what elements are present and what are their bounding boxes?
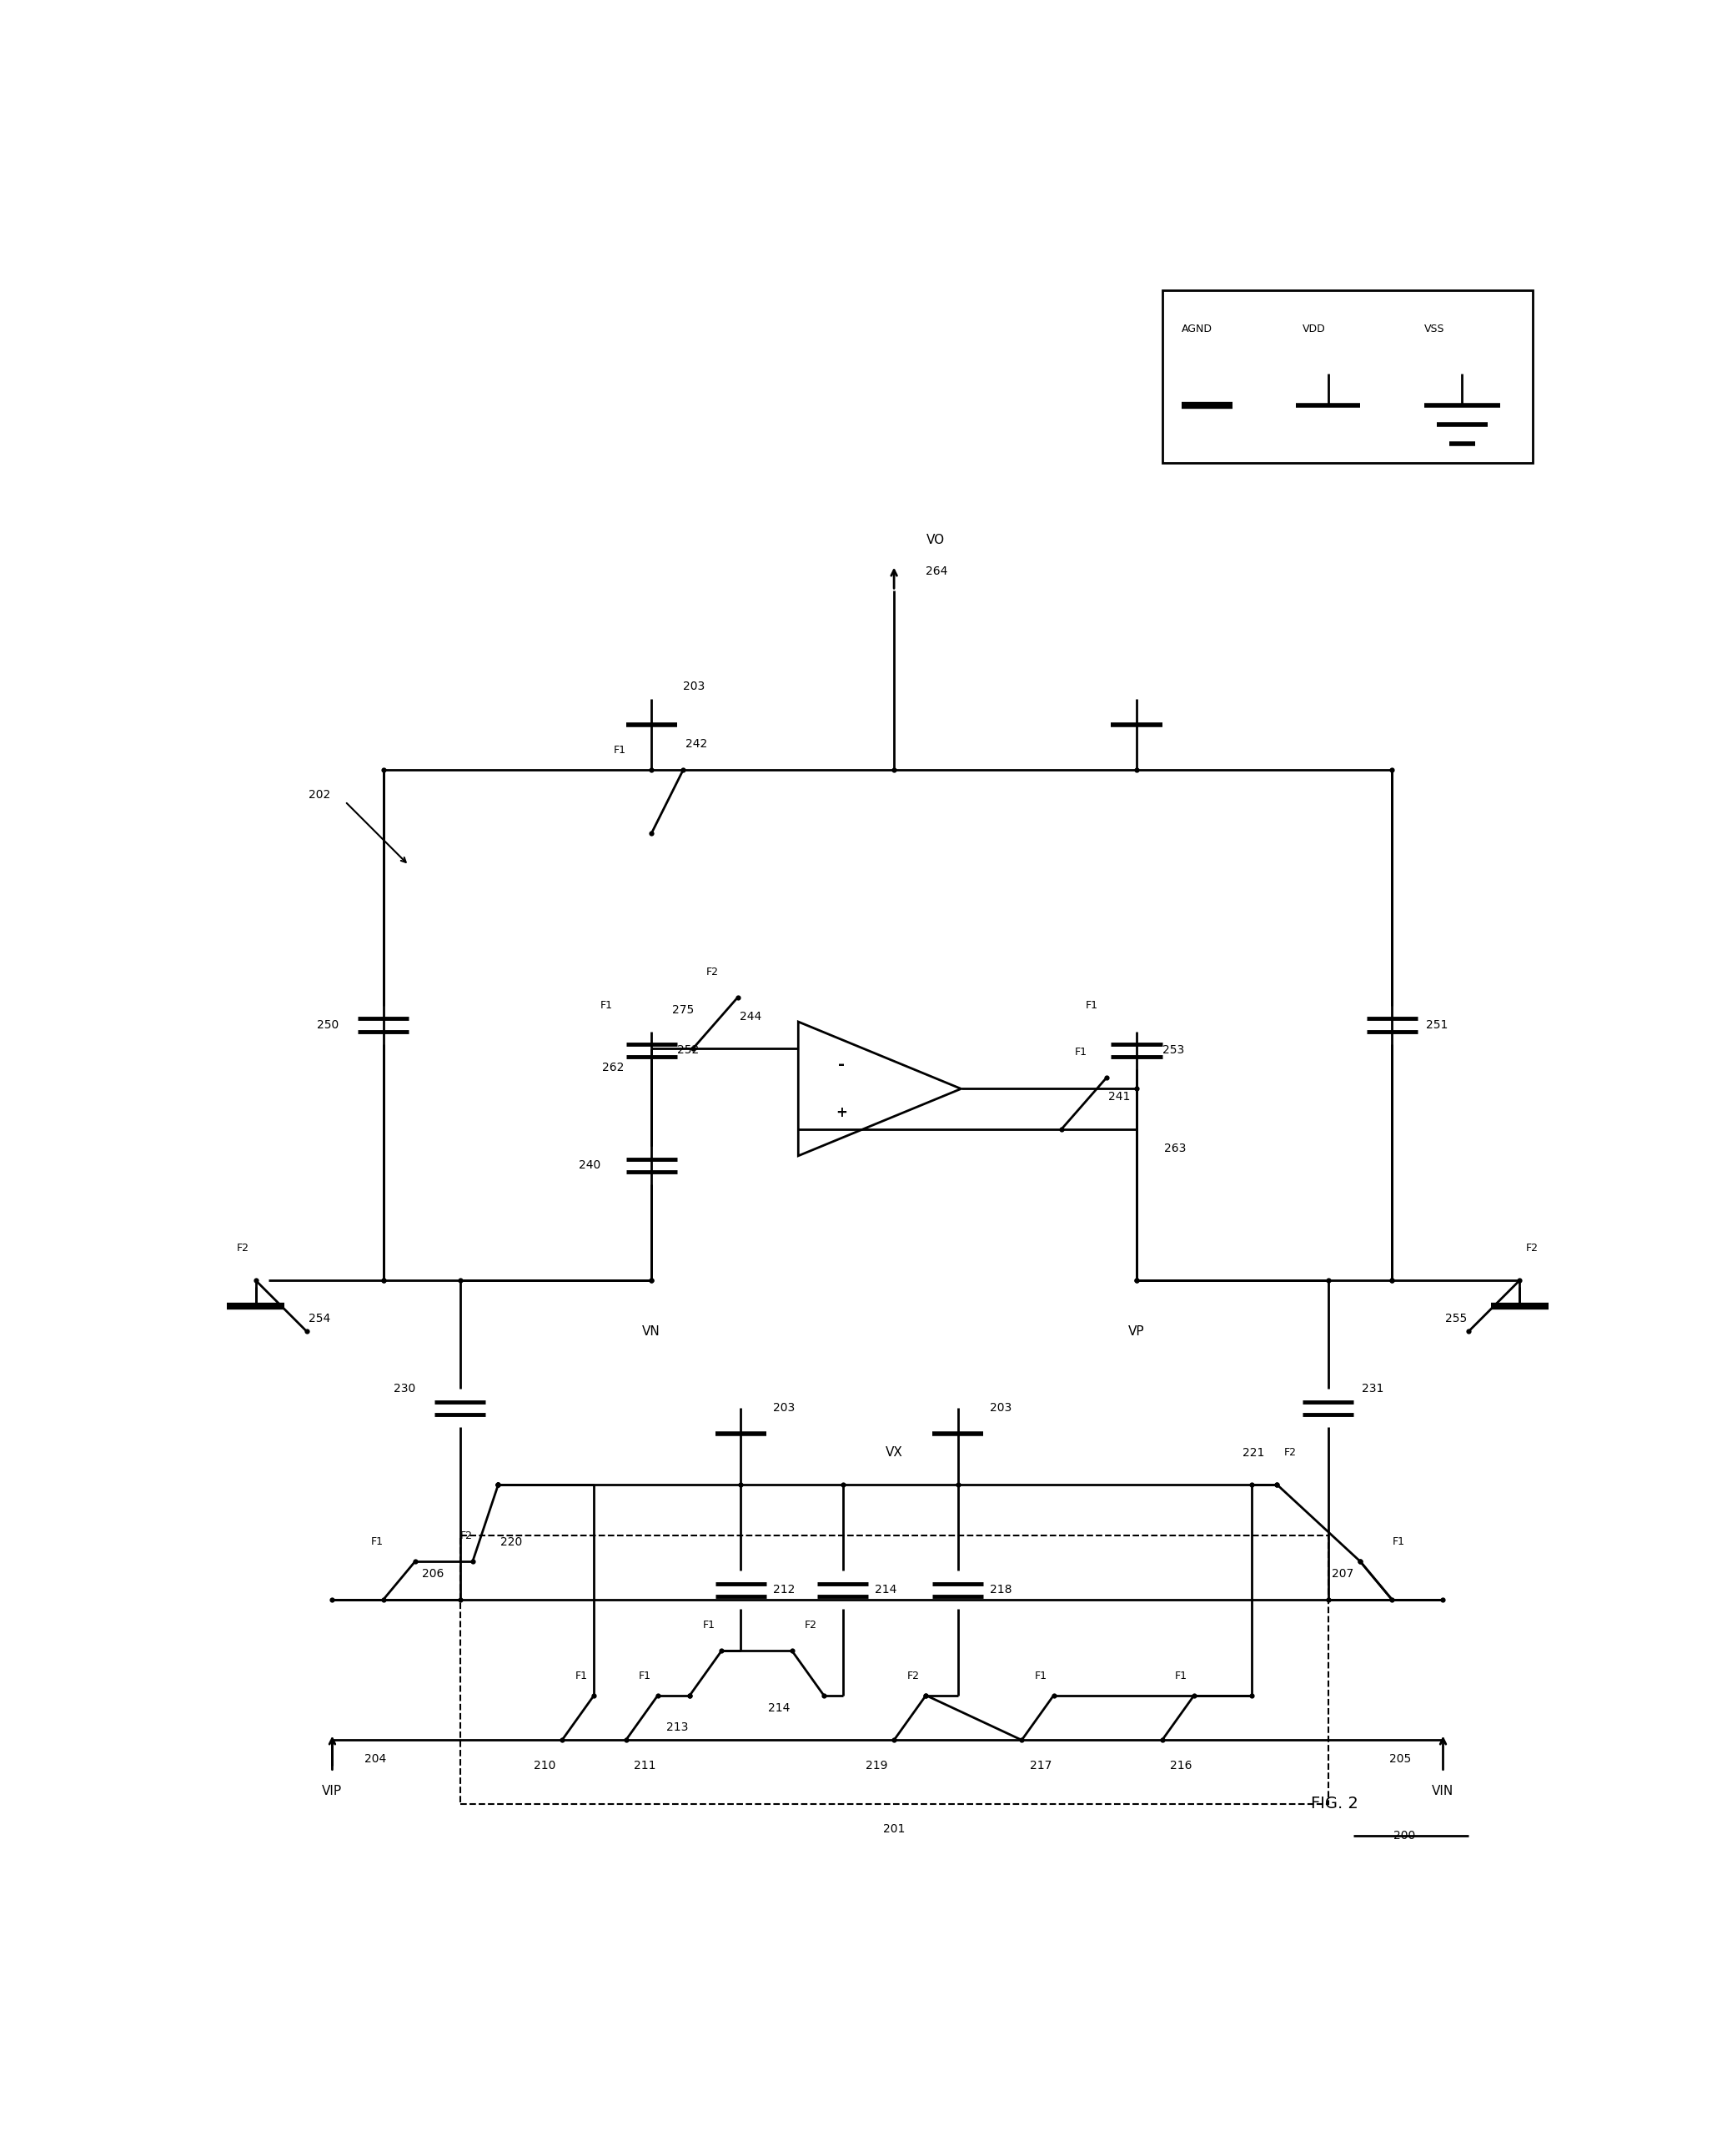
Text: 275: 275 [672,1005,695,1015]
Text: VIP: VIP [322,1785,343,1798]
Text: 200: 200 [1394,1830,1415,1841]
Text: 217: 217 [1031,1759,1051,1772]
Text: 213: 213 [667,1720,688,1733]
Text: F1: F1 [575,1671,587,1682]
Text: 242: 242 [686,737,707,750]
Text: F2: F2 [1526,1244,1538,1255]
Text: VDD: VDD [1302,323,1325,334]
Text: 218: 218 [989,1585,1011,1595]
Text: 203: 203 [989,1401,1011,1414]
Text: VN: VN [643,1326,660,1337]
Text: F1: F1 [639,1671,651,1682]
Text: F2: F2 [1283,1447,1296,1457]
Text: VO: VO [927,533,944,545]
Text: F1: F1 [371,1537,383,1548]
Text: 206: 206 [421,1567,443,1580]
Text: 254: 254 [308,1313,331,1324]
Text: 219: 219 [866,1759,889,1772]
Text: VX: VX [885,1447,902,1460]
Text: 230: 230 [393,1382,416,1395]
Text: VIN: VIN [1432,1785,1453,1798]
Text: F1: F1 [601,1000,613,1011]
Text: F1: F1 [1074,1048,1088,1059]
Text: 202: 202 [308,789,331,800]
Text: F1: F1 [1086,1000,1098,1011]
Text: -: - [838,1056,845,1074]
Text: F1: F1 [1393,1537,1405,1548]
Text: 210: 210 [533,1759,556,1772]
Text: 216: 216 [1171,1759,1192,1772]
Text: 231: 231 [1361,1382,1384,1395]
Text: F2: F2 [707,966,719,977]
Text: 250: 250 [317,1020,339,1031]
Bar [1162,291,1533,464]
Text: F2: F2 [805,1619,818,1630]
Text: 214: 214 [875,1585,897,1595]
Text: F2: F2 [908,1671,920,1682]
Text: 207: 207 [1332,1567,1354,1580]
Text: F1: F1 [703,1619,715,1630]
Text: VSS: VSS [1424,323,1444,334]
Text: 244: 244 [740,1011,762,1022]
Text: 264: 264 [927,565,947,578]
Text: F2: F2 [461,1531,473,1542]
Text: 255: 255 [1444,1313,1467,1324]
Text: 203: 203 [772,1401,795,1414]
Text: 204: 204 [364,1753,386,1766]
Text: F1: F1 [1034,1671,1048,1682]
Text: VP: VP [1129,1326,1145,1337]
Text: 241: 241 [1108,1091,1129,1104]
Text: 203: 203 [684,681,705,692]
Bar [461,1535,1328,1805]
Text: 251: 251 [1425,1020,1448,1031]
Text: 211: 211 [634,1759,656,1772]
Text: 253: 253 [1162,1046,1185,1056]
Text: 240: 240 [578,1160,601,1171]
Text: 220: 220 [501,1537,521,1548]
Text: 205: 205 [1389,1753,1412,1766]
Text: 262: 262 [603,1063,624,1074]
Text: +: + [835,1106,847,1121]
Text: 221: 221 [1242,1447,1264,1460]
Text: AGND: AGND [1181,323,1212,334]
Text: 263: 263 [1164,1143,1186,1153]
Text: 252: 252 [677,1046,700,1056]
Text: FIG. 2: FIG. 2 [1311,1796,1358,1811]
Text: 201: 201 [883,1824,906,1835]
Text: F2: F2 [237,1244,249,1255]
Text: 212: 212 [772,1585,795,1595]
Text: 214: 214 [767,1703,790,1714]
Text: F1: F1 [1174,1671,1188,1682]
Text: F1: F1 [613,746,625,757]
